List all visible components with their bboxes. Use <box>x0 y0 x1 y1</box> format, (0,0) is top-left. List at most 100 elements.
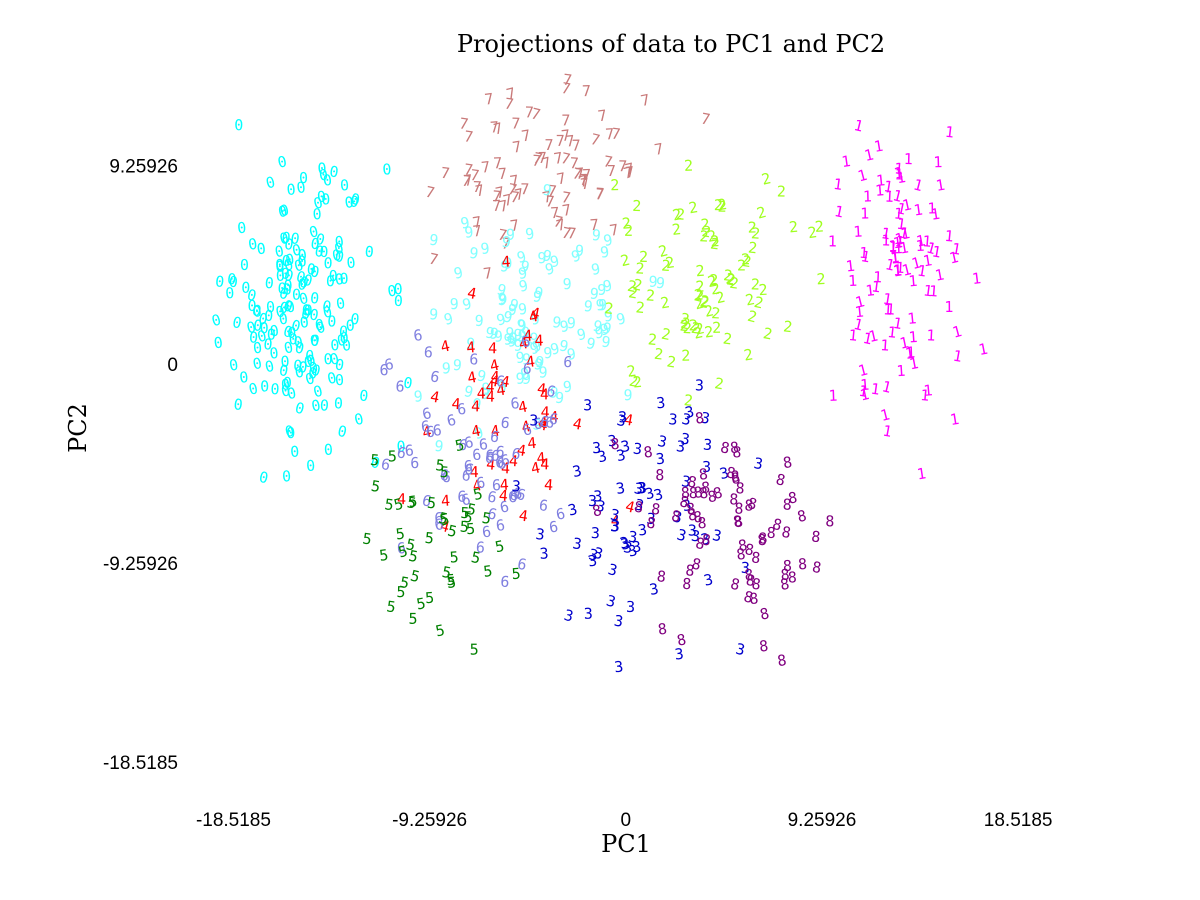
scatter-point-digit-3: 3 <box>718 463 731 483</box>
scatter-point-digit-0: 0 <box>245 318 258 338</box>
scatter-point-digit-0: 0 <box>341 336 352 355</box>
scatter-point-digit-2: 2 <box>722 330 733 349</box>
scatter-point-digit-5: 5 <box>435 456 446 475</box>
scatter-point-digit-6: 6 <box>486 504 499 524</box>
scatter-point-digit-0: 0 <box>348 192 359 211</box>
scatter-point-digit-0: 0 <box>293 333 305 352</box>
x-tick-labels: -18.5185 -9.25926 0 9.25926 18.5185 <box>196 810 1053 831</box>
scatter-point-digit-0: 0 <box>282 266 295 286</box>
scatter-point-digit-2: 2 <box>660 325 672 344</box>
scatter-point-digit-7: 7 <box>511 137 523 156</box>
scatter-point-digit-7: 7 <box>513 185 526 205</box>
scatter-point-digit-3: 3 <box>675 526 688 546</box>
chart-title: Projections of data to PC1 and PC2 <box>457 30 885 58</box>
scatter-point-digit-8: 8 <box>591 501 604 521</box>
scatter-point-digit-2: 2 <box>683 391 694 410</box>
scatter-point-digit-2: 2 <box>682 319 692 337</box>
scatter-point-digit-1: 1 <box>895 168 907 187</box>
scatter-point-digit-1: 1 <box>893 261 902 279</box>
scatter-point-digit-3: 3 <box>615 479 627 498</box>
scatter-point-digit-8: 8 <box>610 435 620 453</box>
scatter-point-digit-9: 9 <box>591 226 602 245</box>
scatter-point-digit-0: 0 <box>346 254 357 273</box>
scatter-point-digit-5: 5 <box>409 567 422 587</box>
scatter-point-digit-0: 0 <box>314 316 324 334</box>
scatter-point-digit-0: 0 <box>318 166 329 185</box>
scatter-point-digit-0: 0 <box>334 232 345 251</box>
scatter-point-digit-9: 9 <box>623 386 632 404</box>
scatter-point-digit-6: 6 <box>478 435 489 454</box>
scatter-point-digit-7: 7 <box>508 171 520 190</box>
scatter-point-digit-7: 7 <box>595 184 606 203</box>
scatter-point-digit-0: 0 <box>350 190 361 209</box>
scatter-point-digit-4: 4 <box>501 252 511 271</box>
scatter-point-digit-7: 7 <box>553 149 565 168</box>
scatter-point-digit-0: 0 <box>292 286 301 304</box>
scatter-point-digit-0: 0 <box>323 254 333 272</box>
scatter-point-digit-3: 3 <box>615 411 628 431</box>
scatter-point-digit-6: 6 <box>548 410 560 429</box>
scatter-point-digit-9: 9 <box>567 314 577 332</box>
scatter-point-digit-6: 6 <box>499 451 511 470</box>
scatter-point-digit-6: 6 <box>404 441 415 460</box>
scatter-point-digit-1: 1 <box>894 159 904 178</box>
scatter-point-digit-8: 8 <box>776 651 788 670</box>
scatter-point-digit-6: 6 <box>445 411 458 431</box>
scatter-point-digit-1: 1 <box>888 237 897 255</box>
scatter-point-digit-1: 1 <box>882 289 894 308</box>
scatter-point-digit-3: 3 <box>680 472 692 491</box>
scatter-point-digit-9: 9 <box>655 274 666 293</box>
scatter-point-digit-8: 8 <box>757 531 768 550</box>
scatter-point-digit-4: 4 <box>549 408 559 426</box>
scatter-point-digit-4: 4 <box>536 379 547 398</box>
scatter-point-digit-3: 3 <box>593 487 603 505</box>
scatter-point-digit-6: 6 <box>495 516 506 535</box>
scatter-point-digit-7: 7 <box>565 132 576 151</box>
scatter-point-digit-0: 0 <box>263 335 274 354</box>
scatter-point-digit-8: 8 <box>732 512 744 531</box>
scatter-point-digit-0: 0 <box>286 180 296 199</box>
scatter-point-digit-0: 0 <box>210 310 223 330</box>
scatter-point-digit-9: 9 <box>495 310 508 330</box>
scatter-point-digit-0: 0 <box>264 274 275 293</box>
scatter-point-digit-2: 2 <box>679 316 690 335</box>
scatter-point-digit-2: 2 <box>713 374 725 393</box>
scatter-point-digit-4: 4 <box>624 497 637 517</box>
scatter-point-digit-4: 4 <box>471 476 483 495</box>
scatter-point-digit-4: 4 <box>516 441 528 460</box>
scatter-point-digit-8: 8 <box>694 409 706 428</box>
scatter-point-digit-1: 1 <box>859 247 871 266</box>
scatter-point-digit-1: 1 <box>870 380 881 399</box>
scatter-point-digit-6: 6 <box>429 367 441 386</box>
scatter-point-digit-2: 2 <box>693 319 706 339</box>
scatter-point-digit-8: 8 <box>787 568 797 586</box>
scatter-point-digit-1: 1 <box>951 347 963 366</box>
scatter-point-digit-8: 8 <box>645 513 657 532</box>
scatter-point-digit-4: 4 <box>429 387 441 406</box>
scatter-point-digit-3: 3 <box>592 544 605 564</box>
scatter-point-digit-0: 0 <box>295 178 306 197</box>
scatter-point-digit-6: 6 <box>439 466 450 485</box>
scatter-point-digit-7: 7 <box>497 197 509 216</box>
scatter-point-digit-6: 6 <box>515 485 528 505</box>
scatter-point-digit-3: 3 <box>622 538 633 557</box>
scatter-point-digit-6: 6 <box>539 412 550 431</box>
scatter-point-digit-8: 8 <box>742 587 755 607</box>
scatter-point-digit-7: 7 <box>472 222 483 241</box>
scatter-point-digit-0: 0 <box>334 371 344 390</box>
scatter-point-digit-8: 8 <box>698 465 709 484</box>
scatter-point-digit-0: 0 <box>294 267 307 287</box>
scatter-point-digit-0: 0 <box>326 369 339 388</box>
scatter-point-digit-9: 9 <box>531 337 543 356</box>
scatter-point-digit-9: 9 <box>537 249 547 267</box>
scatter-point-digit-9: 9 <box>503 254 512 272</box>
scatter-point-digit-9: 9 <box>480 384 491 403</box>
scatter-point-digit-8: 8 <box>748 589 759 608</box>
scatter-point-digit-2: 2 <box>627 283 639 302</box>
scatter-point-digit-2: 2 <box>690 319 701 338</box>
scatter-point-digit-4: 4 <box>499 476 509 494</box>
scatter-point-digit-8: 8 <box>783 557 793 575</box>
y-tick-label: 0 <box>167 355 178 376</box>
scatter-point-digit-1: 1 <box>875 171 886 190</box>
scatter-point-digit-2: 2 <box>703 323 714 342</box>
